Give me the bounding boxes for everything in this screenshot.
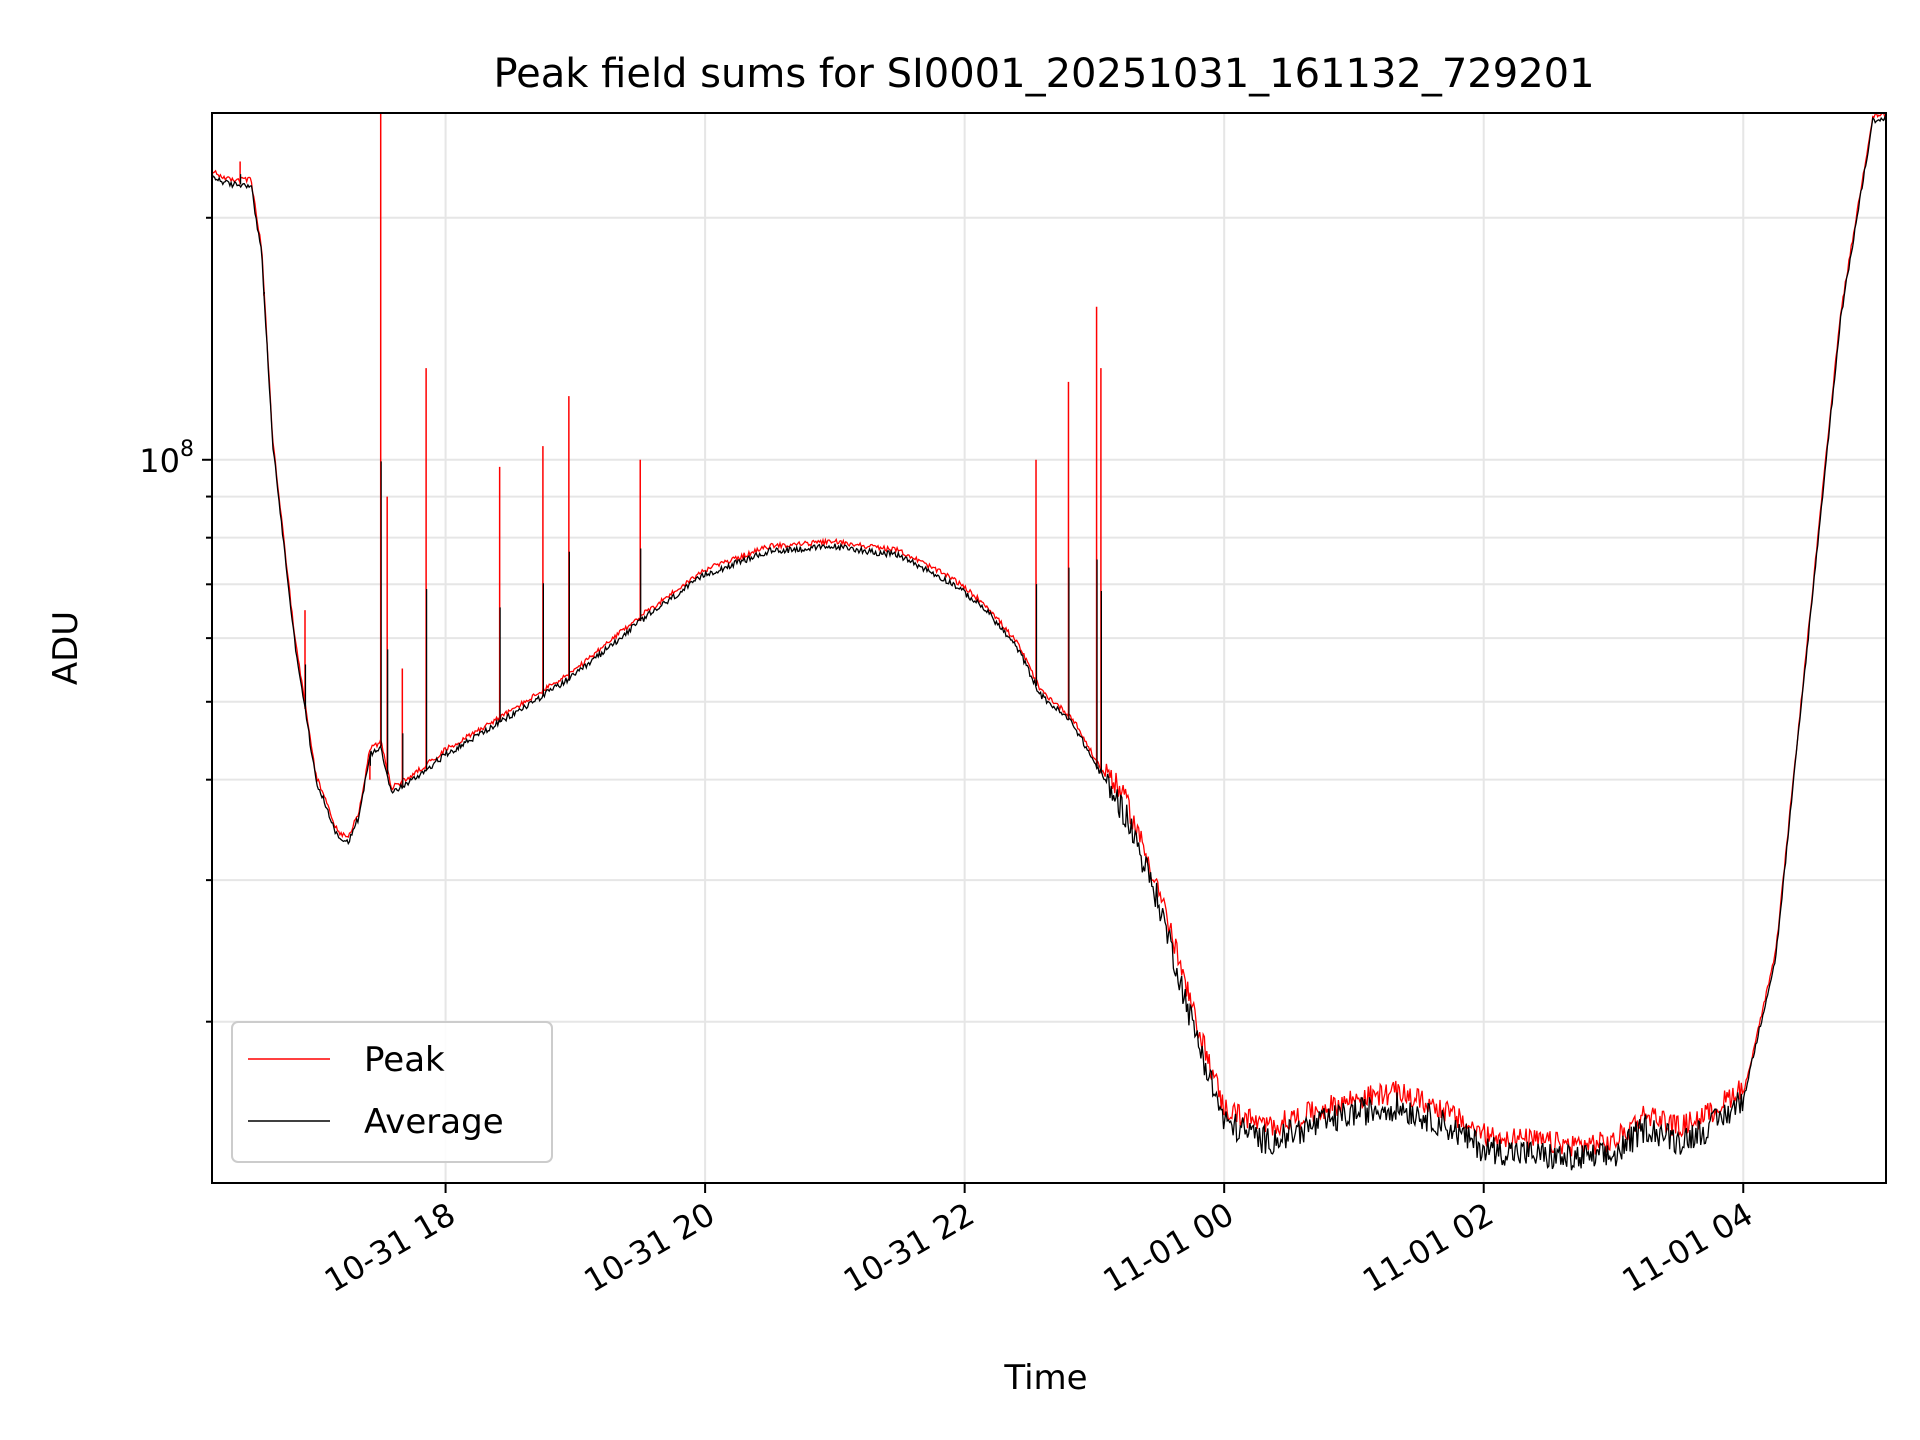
y-axis: 108 [139, 216, 212, 1023]
y-axis-label: ADU [46, 611, 86, 685]
x-axis-label: Time [1003, 1358, 1087, 1398]
average-series [211, 115, 1887, 1171]
chart-title: Peak field sums for SI0001_20251031_1611… [493, 51, 1594, 97]
legend: Peak Average [231, 1021, 553, 1163]
average-line [211, 115, 1887, 1171]
plot-frame [211, 112, 1887, 1184]
legend-box [231, 1021, 553, 1163]
peak-line [211, 111, 1887, 1157]
y-tick-label: 108 [139, 437, 194, 480]
legend-average-label: Average [364, 1102, 504, 1142]
legend-peak-label: Peak [364, 1040, 445, 1080]
